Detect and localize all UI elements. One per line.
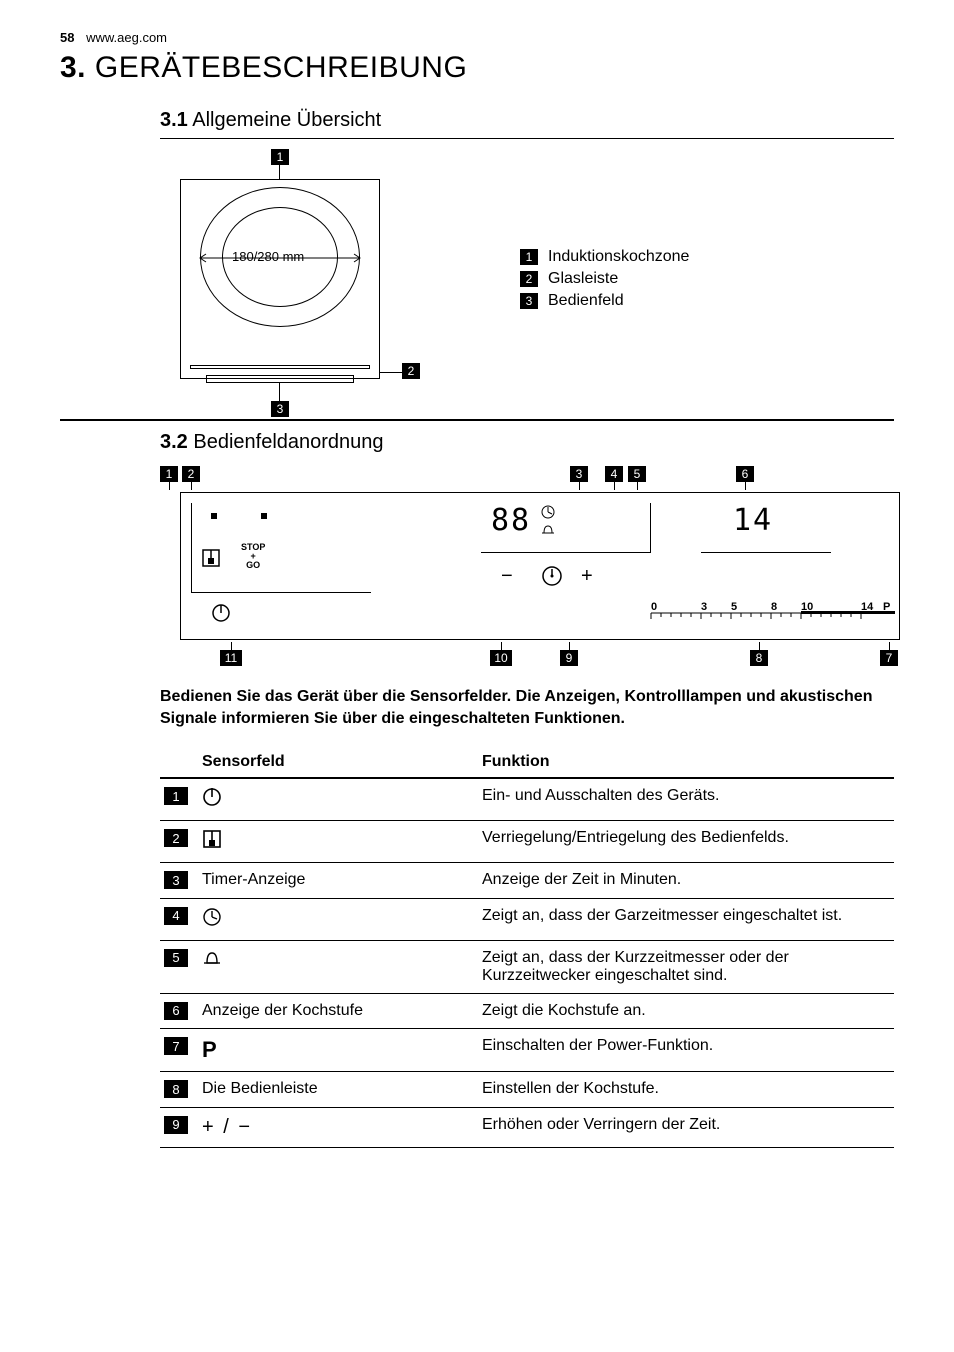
row-num: 8 (164, 1080, 188, 1098)
func-cell: Zeigt an, dass der Kurzzeitmesser oder d… (478, 940, 894, 993)
instruction-text: Bedienen Sie das Gerät über die Sensorfe… (160, 686, 894, 729)
power-icon (211, 603, 231, 623)
site-url: www.aeg.com (86, 30, 167, 45)
power-icon (202, 791, 222, 811)
sensor-cell (198, 778, 478, 821)
timer-display: 88 (491, 503, 531, 538)
clock-icon (202, 911, 222, 931)
sensor-table: Sensorfeld Funktion 1 Ein- und Ausschalte… (160, 747, 894, 1148)
func-cell: Anzeige der Zeit in Minuten. (478, 863, 894, 899)
minus-icon: − (501, 565, 513, 588)
dot-icon (261, 513, 267, 519)
sensor-cell (198, 940, 478, 993)
table-row: 9 + / − Erhöhen oder Verringern der Zeit. (160, 1107, 894, 1147)
callout-3: 3 (271, 401, 289, 417)
row-num: 7 (164, 1037, 188, 1055)
section-3-1-title: 3.1 Allgemeine Übersicht (160, 109, 894, 132)
callout-2: 2 (402, 363, 420, 379)
func-cell: Ein- und Ausschalten des Geräts. (478, 778, 894, 821)
table-row: 2 Verriegelung/Entriegelung des Bedienfel… (160, 821, 894, 863)
sensor-cell: Die Bedienleiste (198, 1072, 478, 1108)
plusminus-icon: + / − (202, 1117, 252, 1137)
func-cell: Einschalten der Power-Funktion. (478, 1029, 894, 1072)
sensor-cell: Anzeige der Kochstufe (198, 993, 478, 1029)
bell-icon (541, 523, 555, 537)
sensor-cell (198, 898, 478, 940)
overview-legend: 1Induktionskochzone 2Glasleiste 3Bedienf… (520, 244, 689, 314)
table-row: 6 Anzeige der KochstufeZeigt die Kochstuf… (160, 993, 894, 1029)
table-row: 4 Zeigt an, dass der Garzeitmesser einges… (160, 898, 894, 940)
overview-diagram-block: 1 180/280 mm 2 3 1Induktionskochzone 2Gl… (160, 149, 894, 409)
row-num: 5 (164, 949, 188, 967)
func-cell: Verriegelung/Entriegelung des Bedienfeld… (478, 821, 894, 863)
timer-icon (541, 565, 563, 587)
plus-icon: + (581, 565, 593, 588)
row-num: 9 (164, 1116, 188, 1134)
clock-icon (541, 505, 555, 519)
bell-icon (202, 953, 222, 973)
sensor-cell: P (198, 1029, 478, 1072)
dot-icon (211, 513, 217, 519)
rule (60, 419, 894, 421)
table-row: 8 Die BedienleisteEinstellen der Kochstuf… (160, 1072, 894, 1108)
func-cell: Erhöhen oder Verringern der Zeit. (478, 1107, 894, 1147)
table-row: 7P Einschalten der Power-Funktion. (160, 1029, 894, 1072)
col-func: Funktion (478, 747, 894, 778)
lock-icon (201, 548, 221, 568)
sensor-cell: + / − (198, 1107, 478, 1147)
row-num: 2 (164, 829, 188, 847)
table-row: 3 Timer-AnzeigeAnzeige der Zeit in Minute… (160, 863, 894, 899)
page-number: 58 (60, 30, 74, 45)
control-panel-diagram: 1 2 3 4 5 6 STOP+GO 88 − + (160, 466, 900, 666)
row-num: 4 (164, 907, 188, 925)
stop-go-label: STOP+GO (241, 543, 265, 570)
heat-display: 14 (733, 503, 773, 538)
func-cell: Einstellen der Kochstufe. (478, 1072, 894, 1108)
func-cell: Zeigt die Kochstufe an. (478, 993, 894, 1029)
sensor-cell: Timer-Anzeige (198, 863, 478, 899)
row-num: 3 (164, 871, 188, 889)
func-cell: Zeigt an, dass der Garzeitmesser eingesc… (478, 898, 894, 940)
row-num: 6 (164, 1002, 188, 1020)
col-sensor: Sensorfeld (198, 747, 478, 778)
chapter-title: 3. GERÄTEBESCHREIBUNG (60, 51, 894, 85)
P-icon: P (202, 1041, 217, 1061)
rule (160, 138, 894, 139)
table-row: 5 Zeigt an, dass der Kurzzeitmesser oder … (160, 940, 894, 993)
row-num: 1 (164, 787, 188, 805)
sensor-cell (198, 821, 478, 863)
lock-icon (202, 833, 222, 853)
table-row: 1 Ein- und Ausschalten des Geräts. (160, 778, 894, 821)
callout-1: 1 (271, 149, 289, 165)
hob-diagram: 1 180/280 mm 2 3 (160, 149, 400, 409)
section-3-2-title: 3.2 Bedienfeldanordnung (160, 431, 894, 454)
page-header: 58 www.aeg.com (60, 30, 894, 45)
